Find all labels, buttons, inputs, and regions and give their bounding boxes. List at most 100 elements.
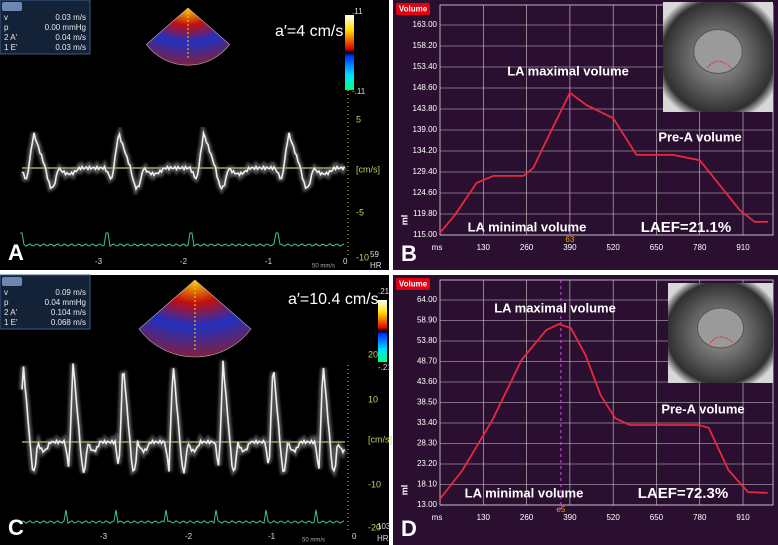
y-tick-label: 153.40 <box>413 62 438 71</box>
marker-label: 63 <box>565 235 574 244</box>
readout-key: v <box>4 288 8 297</box>
readout-key: 1 E' <box>4 43 18 52</box>
x-tick-label: 390 <box>563 513 577 522</box>
x-tick-label: 780 <box>693 513 707 522</box>
scale-label: 5 <box>356 114 361 124</box>
readout-icon <box>2 2 22 11</box>
heart-rate: 59 <box>370 250 379 259</box>
y-tick-label: 28.30 <box>417 439 438 448</box>
heart-rate-label: HR <box>377 534 389 543</box>
y-tick-label: 129.40 <box>413 167 438 176</box>
x-tick-label: 130 <box>477 513 491 522</box>
readout-value: 0.03 m/s <box>55 43 86 52</box>
x-axis-label: ms <box>432 243 443 252</box>
y-tick-label: 134.20 <box>413 146 438 155</box>
readout-value: 0.04 m/s <box>55 33 86 42</box>
measurement: a′=4 cm/s <box>275 23 343 40</box>
y-tick-label: 158.20 <box>413 41 438 50</box>
annotation: LA maximal volume <box>494 300 616 315</box>
time-label: -3 <box>100 532 108 541</box>
scale-label: [cm/s] <box>368 434 392 444</box>
y-tick-label: 143.80 <box>413 104 438 113</box>
readout-value: 0.00 mmHg <box>45 23 86 32</box>
panel-label: A <box>8 240 24 265</box>
color-bar <box>345 15 354 90</box>
time-label: -2 <box>180 257 188 266</box>
volume-line <box>439 91 768 234</box>
annotation: Pre-A volume <box>661 401 744 416</box>
annotation: LA minimal volume <box>468 219 587 234</box>
color-scale-label: -.21 <box>378 363 392 372</box>
readout-key: p <box>4 23 9 32</box>
y-tick-label: 58.90 <box>417 316 438 325</box>
marker-label: e5 <box>556 505 565 514</box>
y-axis-label: ml <box>399 485 409 496</box>
readout-key: v <box>4 13 8 22</box>
scale-label: -10 <box>368 479 381 489</box>
x-tick-label: 260 <box>520 513 534 522</box>
volume-tag-bg <box>396 3 430 15</box>
measurement: a′=10.4 cm/s <box>288 291 379 308</box>
annotation: LAEF=21.1% <box>641 219 731 236</box>
x-tick-label: 260 <box>520 243 534 252</box>
readout-key: p <box>4 298 9 307</box>
y-tick-label: 53.80 <box>417 336 438 345</box>
scale-label: -5 <box>356 207 364 217</box>
y-tick-label: 115.00 <box>413 230 437 239</box>
heart-rate-label: HR <box>370 261 382 270</box>
scale-label: -10 <box>356 252 369 262</box>
readout-value: 0.068 m/s <box>51 318 86 327</box>
mri-heart <box>696 307 745 349</box>
y-tick-label: 48.70 <box>417 357 438 366</box>
y-tick-label: 23.20 <box>417 459 438 468</box>
volume-tag: Volume <box>399 280 428 289</box>
annotation: LA minimal volume <box>465 485 584 500</box>
sweep-speed: 50 mm/s <box>302 538 325 544</box>
y-axis-label: ml <box>399 215 409 226</box>
waveform <box>21 360 346 474</box>
color-bar <box>378 300 387 362</box>
annotation: LAEF=72.3% <box>638 485 728 502</box>
sweep-speed: 50 mm/s <box>312 264 335 270</box>
readout-value: 0.104 m/s <box>51 308 86 317</box>
heart-rate: 103 <box>377 522 391 531</box>
volume-tag: Volume <box>399 5 428 14</box>
x-tick-label: 910 <box>736 243 750 252</box>
x-tick-label: 520 <box>606 513 620 522</box>
x-tick-label: 780 <box>693 243 707 252</box>
y-tick-label: 139.00 <box>413 125 438 134</box>
panel-label: C <box>8 515 24 540</box>
mri-contour <box>709 336 734 344</box>
y-tick-label: 119.80 <box>413 209 437 218</box>
readout-value: 0.09 m/s <box>55 288 86 297</box>
y-tick-label: 33.40 <box>417 418 438 427</box>
readout-key: 2 A' <box>4 308 18 317</box>
y-tick-label: 43.60 <box>417 377 438 386</box>
volume-tag-bg <box>396 278 430 290</box>
ecg-trace <box>19 509 345 525</box>
x-tick-label: 650 <box>650 513 664 522</box>
x-axis-label: ms <box>432 513 443 522</box>
volume-line <box>439 323 768 500</box>
time-label: -1 <box>265 257 273 266</box>
x-tick-label: 650 <box>650 243 664 252</box>
color-scale-label: -.11 <box>352 87 366 96</box>
scale-label: 20 <box>368 349 378 359</box>
time-label: -1 <box>268 532 276 541</box>
y-tick-label: 18.10 <box>417 480 438 489</box>
color-scale-label: .11 <box>352 7 363 16</box>
sector-image <box>138 279 252 358</box>
color-scale-label: .21 <box>378 287 390 296</box>
readout-value: 0.03 m/s <box>55 13 86 22</box>
y-tick-label: 64.00 <box>417 295 438 304</box>
scale-label: -20 <box>368 522 381 532</box>
waveform <box>21 129 346 192</box>
x-tick-label: 910 <box>736 513 750 522</box>
annotation: LA maximal volume <box>507 63 629 78</box>
readout-key: 1 E' <box>4 318 18 327</box>
readout-key: 2 A' <box>4 33 18 42</box>
x-tick-label: 390 <box>563 243 577 252</box>
time-label: -3 <box>95 257 103 266</box>
y-tick-label: 148.60 <box>413 83 438 92</box>
time-label: 0 <box>343 257 348 266</box>
